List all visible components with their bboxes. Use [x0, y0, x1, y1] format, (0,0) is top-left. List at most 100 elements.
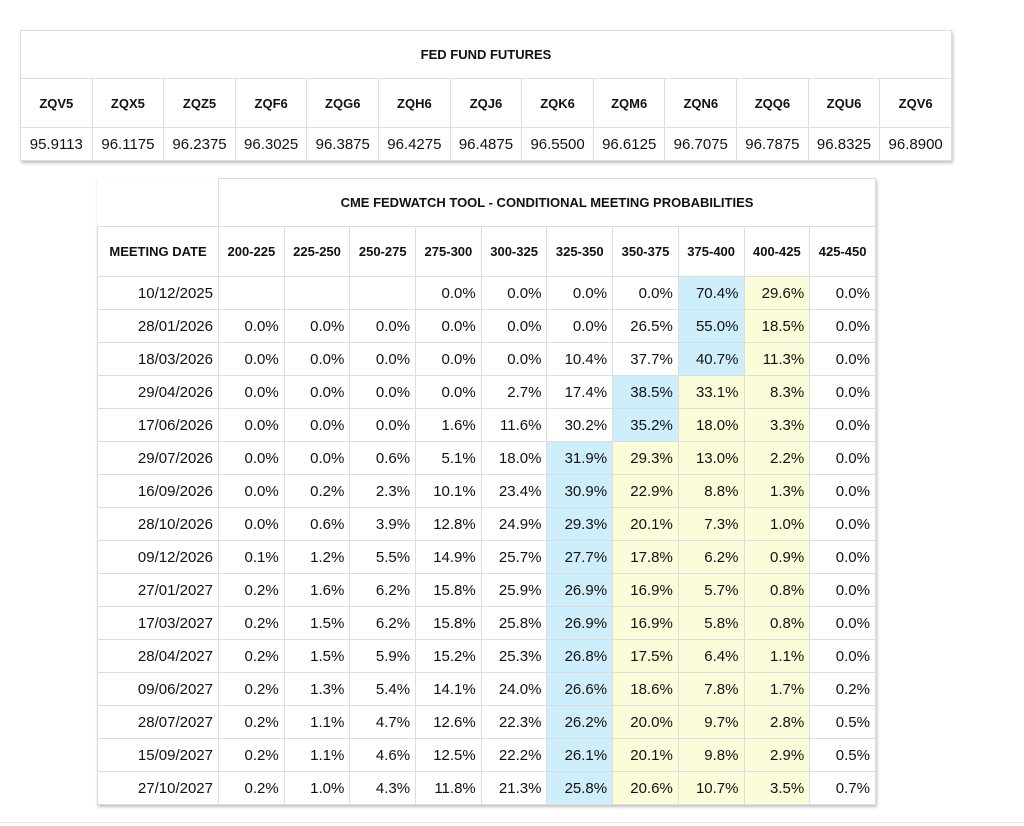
probability-cell: 2.7%: [480, 375, 548, 409]
meeting-date: 29/04/2026: [97, 375, 219, 409]
probability-cell: 8.8%: [677, 474, 745, 508]
probability-cell: 1.3%: [283, 672, 351, 706]
probability-cell: 3.9%: [349, 507, 417, 541]
meeting-row: 28/07/2027 0.2% 1.1% 4.7% 12.6% 22.3% 26.2% 20.…: [97, 705, 876, 739]
meeting-date: 17/06/2026: [97, 408, 219, 442]
meeting-date: 28/10/2026: [97, 507, 219, 541]
probability-cell: 0.0%: [809, 441, 876, 475]
probability-cell: 0.0%: [218, 474, 285, 508]
probability-cell: 0.0%: [218, 375, 285, 409]
column-header: ZQM6: [592, 78, 666, 128]
probability-cell: 26.8%: [546, 639, 614, 673]
probability-cell: 25.9%: [480, 573, 548, 607]
probability-cell: 0.0%: [218, 342, 285, 376]
probability-cell: 13.0%: [677, 441, 745, 475]
price-cell: 96.8325: [807, 127, 881, 161]
column-header: ZQU6: [807, 78, 881, 128]
meeting-row: 27/01/2027 0.2% 1.6% 6.2% 15.8% 25.9% 26.9% 16.…: [97, 573, 876, 607]
corner-cell: [97, 178, 219, 227]
probability-cell: 0.0%: [218, 408, 285, 442]
probability-cell: 18.0%: [677, 408, 745, 442]
probability-cell: 20.1%: [612, 507, 679, 541]
probability-cell: 1.0%: [743, 507, 811, 541]
probability-cell: 0.0%: [415, 276, 482, 310]
probability-cell: 2.8%: [743, 705, 811, 739]
column-header: 350-375: [612, 226, 679, 277]
probability-cell: 25.3%: [480, 639, 548, 673]
meeting-row: 15/09/2027 0.2% 1.1% 4.6% 12.5% 22.2% 26.1% 20.…: [97, 738, 876, 772]
probability-cell: 18.5%: [743, 309, 811, 343]
probability-cell: 55.0%: [677, 309, 745, 343]
probability-cell: 31.9%: [546, 441, 614, 475]
probability-cell: 9.8%: [677, 738, 745, 772]
price-cell: 96.6125: [592, 127, 666, 161]
probability-cell: 0.0%: [218, 507, 285, 541]
price-cell: 96.7075: [664, 127, 738, 161]
probability-cell: 0.8%: [743, 573, 811, 607]
meeting-date: 27/01/2027: [97, 573, 219, 607]
probability-cell: 12.8%: [415, 507, 482, 541]
probability-cell: 14.9%: [415, 540, 482, 574]
column-header: ZQZ5: [163, 78, 236, 128]
probability-cell: 15.8%: [415, 573, 482, 607]
probability-cell: 5.1%: [415, 441, 482, 475]
probability-cell: 0.6%: [283, 507, 351, 541]
meeting-date: 17/03/2027: [97, 606, 219, 640]
probability-cell: 15.8%: [415, 606, 482, 640]
meeting-row: 16/09/2026 0.0% 0.2% 2.3% 10.1% 23.4% 30.9% 22.…: [97, 474, 876, 508]
probability-cell: 10.7%: [677, 771, 745, 805]
probability-cell: 0.0%: [612, 276, 679, 310]
probability-cell: 0.0%: [809, 408, 876, 442]
probability-cell: 8.3%: [743, 375, 811, 409]
probability-cell: 0.2%: [218, 771, 285, 805]
probability-cell: 0.0%: [218, 309, 285, 343]
probability-cell: 15.2%: [415, 639, 482, 673]
probability-cell: 35.2%: [612, 408, 679, 442]
probability-cell: 26.1%: [546, 738, 614, 772]
title-row: CME FEDWATCH TOOL - CONDITIONAL MEETING …: [97, 178, 876, 227]
column-header: MEETING DATE: [97, 226, 219, 277]
probability-cell: 7.8%: [677, 672, 745, 706]
probability-cell: 25.8%: [546, 771, 614, 805]
probability-cell: 0.2%: [283, 474, 351, 508]
probability-cell: 18.0%: [480, 441, 548, 475]
probability-cell: 0.8%: [743, 606, 811, 640]
probability-cell: 5.8%: [677, 606, 745, 640]
price-cell: 96.3875: [306, 127, 380, 161]
probability-cell: 4.7%: [349, 705, 417, 739]
meeting-row: 28/10/2026 0.0% 0.6% 3.9% 12.8% 24.9% 29.3% 20.…: [97, 507, 876, 541]
probability-cell: 33.1%: [677, 375, 745, 409]
meeting-date: 15/09/2027: [97, 738, 219, 772]
probability-cell: 22.2%: [480, 738, 548, 772]
probability-cell: 0.0%: [415, 309, 482, 343]
meeting-date: 28/04/2027: [97, 639, 219, 673]
probability-cell: 12.6%: [415, 705, 482, 739]
probability-cell: 0.2%: [218, 705, 285, 739]
probability-cell: 0.0%: [349, 342, 417, 376]
column-header: 325-350: [546, 226, 614, 277]
probability-cell: 1.7%: [743, 672, 811, 706]
probability-cell: 1.6%: [415, 408, 482, 442]
table-title: CME FEDWATCH TOOL - CONDITIONAL MEETING …: [218, 178, 876, 227]
probability-cell: 14.1%: [415, 672, 482, 706]
probability-cell: 20.0%: [612, 705, 679, 739]
price-cell: 96.8900: [879, 127, 952, 161]
meeting-row: 27/10/2027 0.2% 1.0% 4.3% 11.8% 21.3% 25.8% 20.…: [97, 771, 876, 805]
probability-cell: 30.9%: [546, 474, 614, 508]
probability-cell: 22.9%: [612, 474, 679, 508]
probability-cell: 37.7%: [612, 342, 679, 376]
probability-cell: 1.5%: [283, 639, 351, 673]
probability-cell: 0.0%: [809, 573, 876, 607]
probability-cell: 0.0%: [283, 375, 351, 409]
meeting-date: 28/01/2026: [97, 309, 219, 343]
divider: [0, 822, 1024, 823]
value-row: 95.9113 96.1175 96.2375 96.3025 96.3875 96.42…: [20, 127, 952, 161]
probability-cell: 1.6%: [283, 573, 351, 607]
probability-cell: [349, 276, 417, 310]
probability-cell: 0.0%: [480, 309, 548, 343]
probability-cell: [283, 276, 351, 310]
probability-cell: 0.0%: [809, 309, 876, 343]
probability-cell: 9.7%: [677, 705, 745, 739]
column-header: 400-425: [743, 226, 811, 277]
